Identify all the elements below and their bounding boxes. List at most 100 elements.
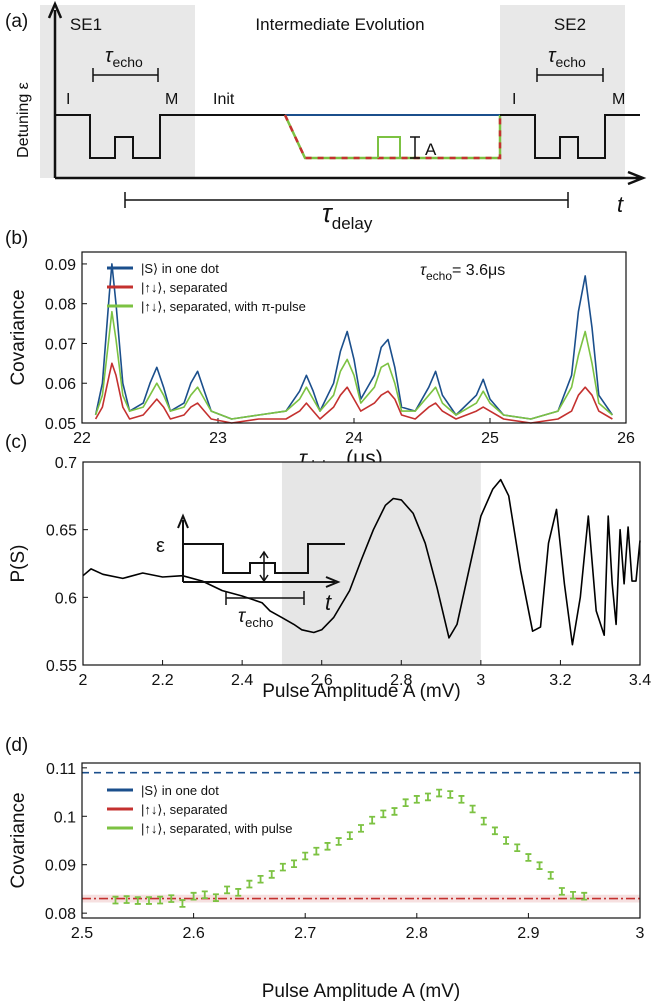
x-tick-label: 3.4 <box>629 672 651 689</box>
error-bar <box>503 836 510 845</box>
error-bar <box>235 888 242 897</box>
error-bar <box>480 816 487 826</box>
error-bar <box>436 788 443 798</box>
axes-frame <box>82 461 641 666</box>
y-tick-label: 0.11 <box>46 761 76 778</box>
x-axis-label: Pulse Amplitude A (mV) <box>262 681 461 702</box>
error-bar <box>335 837 342 846</box>
subscript: echo <box>245 615 273 630</box>
subscript: echo <box>426 269 452 283</box>
axes-frame <box>81 251 627 424</box>
delay-bar <box>124 192 569 208</box>
pulse <box>377 136 401 158</box>
error-bar <box>536 861 543 870</box>
error-bar <box>190 891 197 901</box>
legend-label: |↑↓⟩, separated, with pulse <box>141 821 293 836</box>
error-bar <box>525 853 532 862</box>
error-bar <box>491 826 498 836</box>
error-bar <box>402 798 409 808</box>
x-tick-label: 3 <box>476 672 485 689</box>
inset-arrow <box>259 550 269 583</box>
x-tick-label: 2.8 <box>390 672 412 689</box>
echo-bar <box>92 68 159 82</box>
error-bar <box>157 895 164 905</box>
marker-label: M <box>165 91 178 108</box>
x-tick-label: 24 <box>345 430 363 447</box>
error-bar <box>346 831 353 840</box>
x-tick-label: 2.6 <box>311 672 333 689</box>
symbol: τ <box>105 45 114 67</box>
error-bar <box>391 807 398 816</box>
series-line <box>82 478 641 646</box>
region-label: SE1 <box>70 15 102 34</box>
subscript: echo <box>555 54 586 70</box>
se1-region <box>40 5 195 178</box>
y-tick-label: 0.05 <box>45 416 76 433</box>
error-bar <box>570 890 577 900</box>
y-axis-label: Detuning ε <box>15 82 32 158</box>
legend-label: |S⟩ in one dot <box>141 261 219 276</box>
waveform-se2 <box>500 114 640 159</box>
x-tick-label: 3 <box>636 925 645 942</box>
echo-label: τecho <box>548 45 586 70</box>
waveform-se1 <box>55 114 285 159</box>
region-label: Intermediate Evolution <box>255 15 424 34</box>
y-tick-label: 0.08 <box>45 297 76 314</box>
x-tick-label: 2 <box>79 672 88 689</box>
series-line <box>94 263 614 420</box>
x-tick-label: 3.2 <box>549 672 571 689</box>
error-bar <box>279 862 286 872</box>
error-bar <box>369 815 376 825</box>
y-tick-label: 0.55 <box>46 658 77 675</box>
x-axis-label: Pulse Amplitude A (mV) <box>262 981 461 1002</box>
inset-axes <box>177 513 341 588</box>
error-bar <box>291 859 298 869</box>
y-tick-label: 0.07 <box>45 336 76 353</box>
symbol: τ <box>548 45 557 67</box>
inset-x-label: t <box>325 590 332 615</box>
error-bar <box>581 891 588 901</box>
panel-label: (d) <box>5 735 28 756</box>
error-bar <box>447 790 454 799</box>
inset-waveform <box>183 543 345 574</box>
y-axis-label: P(S) <box>8 545 29 583</box>
marker-label: I <box>66 91 70 108</box>
y-tick-label: 0.6 <box>55 590 77 607</box>
legend-label: |S⟩ in one dot <box>141 783 219 798</box>
error-bar <box>313 846 320 856</box>
error-bar <box>123 895 130 904</box>
error-bar <box>380 809 387 819</box>
y-tick-label: 0.65 <box>46 523 77 540</box>
error-bar <box>547 871 554 880</box>
symbol: τ <box>238 606 247 627</box>
axes-frame <box>81 762 641 919</box>
waveform-red <box>283 114 502 160</box>
error-bar <box>134 896 141 905</box>
x-tick-label: 26 <box>617 430 635 447</box>
error-bar <box>112 895 119 905</box>
amp-label: A <box>425 140 437 159</box>
error-bar <box>179 899 186 908</box>
error-bar <box>413 795 420 804</box>
schematic: (a) SE1 Intermediate Evolution SE2 τecho… <box>5 0 647 233</box>
y-tick-label: 0.06 <box>45 376 76 393</box>
delay-label: τdelay <box>322 198 373 233</box>
error-bar <box>224 885 231 895</box>
x-tick-label: 22 <box>73 430 91 447</box>
error-bar <box>257 874 264 884</box>
symbol: τ <box>322 198 334 228</box>
error-bar <box>469 804 476 814</box>
value-text: = 3.6μs <box>452 262 505 279</box>
error-bar <box>558 887 565 896</box>
annotation: τecho= 3.6μs <box>420 262 505 283</box>
marker-label: I <box>512 91 516 108</box>
error-bar <box>212 893 219 902</box>
x-tick-label: 2.7 <box>294 925 316 942</box>
error-bar <box>358 824 364 833</box>
region-label: SE2 <box>554 15 586 34</box>
panel-label: (b) <box>5 228 28 249</box>
inset-echo-bar <box>225 591 305 605</box>
y-tick-label: 0.1 <box>54 809 76 826</box>
error-bar <box>201 890 208 900</box>
